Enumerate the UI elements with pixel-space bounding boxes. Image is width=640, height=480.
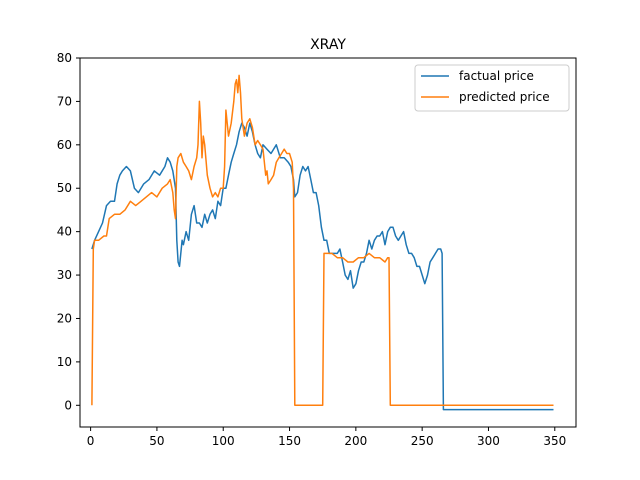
x-tick-label-4: 200: [344, 434, 367, 448]
y-tick-label-7: 70: [57, 94, 72, 108]
y-tick-label-1: 10: [57, 355, 72, 369]
x-tick-label-2: 100: [212, 434, 235, 448]
legend-label-1: predicted price: [459, 90, 550, 104]
x-tick-label-0: 0: [87, 434, 95, 448]
axes-frame: [79, 57, 577, 428]
x-tick-label-6: 300: [477, 434, 500, 448]
y-tick-label-2: 20: [57, 311, 72, 325]
y-tick-label-3: 30: [57, 268, 72, 282]
x-tick-label-5: 250: [411, 434, 434, 448]
x-tick-label-1: 50: [149, 434, 164, 448]
chart-title: XRAY: [310, 37, 346, 53]
y-tick-label-4: 40: [57, 225, 72, 239]
y-axis: 0 10 20 30 40 50 60 70 80: [57, 51, 80, 412]
plot-area: [91, 74, 554, 411]
x-tick-label-3: 150: [278, 434, 301, 448]
y-tick-label-8: 80: [57, 51, 72, 65]
x-axis: 0 50 100 150 200 250 300 350: [87, 427, 566, 448]
x-tick-label-7: 350: [543, 434, 566, 448]
y-tick-label-5: 50: [57, 181, 72, 195]
legend-label-0: factual price: [459, 69, 534, 83]
legend: factual price predicted price: [414, 64, 570, 112]
y-tick-label-6: 60: [57, 138, 72, 152]
series-line-0: [91, 122, 554, 411]
legend-box: [414, 64, 570, 112]
series-line-1: [91, 74, 554, 407]
y-tick-label-0: 0: [64, 398, 72, 412]
